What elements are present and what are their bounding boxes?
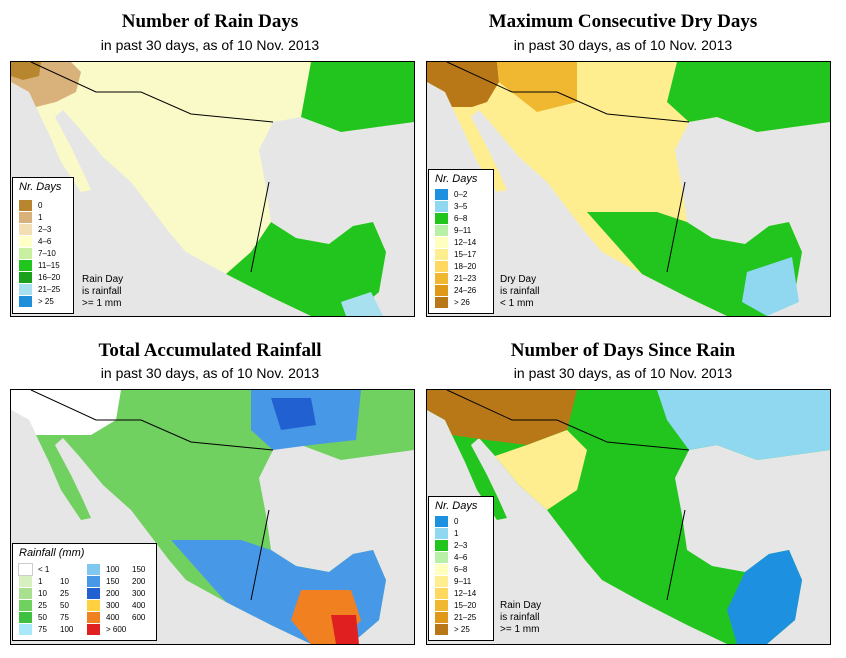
legend-entry: 50 75 bbox=[19, 612, 69, 623]
legend-entry: 12–14 bbox=[435, 588, 476, 599]
legend-entry: 0–2 bbox=[435, 189, 467, 200]
panel4-legend-title: Nr. Days bbox=[435, 500, 478, 512]
legend-entry: 21–23 bbox=[435, 273, 476, 284]
moderate-dry-region bbox=[495, 430, 587, 510]
very-dry-region bbox=[11, 390, 121, 435]
panel2-title: Maximum Consecutive Dry Days bbox=[488, 11, 758, 32]
panel3-legend-title: Rainfall (mm) bbox=[19, 547, 85, 559]
legend-entry: 400 600 bbox=[87, 612, 145, 623]
legend-entry: 2–3 bbox=[435, 540, 467, 551]
legend-entry: 3–5 bbox=[435, 201, 467, 212]
legend-entry: 21–25 bbox=[435, 612, 476, 623]
legend-entry: 2–3 bbox=[19, 224, 51, 235]
legend-entry: < 1 bbox=[18, 563, 60, 576]
legend-entry: 6–8 bbox=[435, 564, 467, 575]
panel2-legend: Nr. Days 0–2 3–5 6–8 9–11 12–14 15–17 18… bbox=[428, 169, 494, 314]
legend-entry: 4–6 bbox=[435, 552, 467, 563]
very-wet-region bbox=[341, 292, 383, 316]
wet-region-north bbox=[301, 62, 414, 132]
legend-entry: 11–15 bbox=[19, 260, 60, 271]
very-wet-region-north bbox=[271, 398, 316, 430]
legend-entry: > 25 bbox=[435, 624, 470, 635]
legend-entry: 300 400 bbox=[87, 600, 145, 611]
legend-entry: 100 150 bbox=[87, 564, 145, 575]
legend-entry: > 26 bbox=[435, 297, 470, 308]
recent-rain-region-south bbox=[727, 550, 802, 644]
panel2-legend-title: Nr. Days bbox=[435, 173, 478, 185]
legend-entry: 75 100 bbox=[19, 624, 73, 635]
country-border bbox=[446, 62, 690, 273]
legend-entry: 0 bbox=[435, 516, 458, 527]
legend-entry: 1 10 bbox=[19, 576, 69, 587]
legend-entry: 4–6 bbox=[19, 236, 51, 247]
driest-region bbox=[11, 62, 41, 80]
legend-entry: > 600 bbox=[87, 624, 132, 635]
panel1-legend: Nr. Days 0 1 2–3 4–6 7–10 11–15 16–20 21… bbox=[12, 177, 74, 314]
legend-entry: 1 bbox=[435, 528, 458, 539]
panel1-map bbox=[10, 61, 415, 317]
panel1-title: Number of Rain Days bbox=[121, 11, 299, 32]
panel2-map bbox=[426, 61, 831, 317]
legend-entry: 16–20 bbox=[19, 272, 60, 283]
legend-entry: 12–14 bbox=[435, 237, 476, 248]
panel4-legend: Nr. Days 0 1 2–3 4–6 6–8 9–11 12–14 15–2… bbox=[428, 496, 494, 641]
short-dry-region bbox=[742, 257, 799, 316]
legend-entry: 9–11 bbox=[435, 576, 471, 587]
panel4-note: Rain Day is rainfall >= 1 mm bbox=[500, 600, 542, 635]
legend-entry: 9–11 bbox=[435, 225, 471, 236]
panel4-map bbox=[426, 389, 831, 645]
legend-entry: 24–26 bbox=[435, 285, 476, 296]
legend-entry: 0 bbox=[19, 200, 42, 211]
legend-entry: 18–20 bbox=[435, 261, 476, 272]
panel2-note: Dry Day is rainfall < 1 mm bbox=[500, 274, 540, 309]
legend-entry: 21–25 bbox=[19, 284, 60, 295]
panel4-title: Number of Days Since Rain bbox=[510, 340, 736, 361]
panel3-subtitle: in past 30 days, as of 10 Nov. 2013 bbox=[100, 365, 320, 381]
legend-entry: 15–17 bbox=[435, 249, 476, 260]
legend-entry: 6–8 bbox=[435, 213, 467, 224]
panel3-legend: Rainfall (mm) < 1 1 10 10 25 25 50 50 75 75 1… bbox=[12, 543, 157, 641]
country-border bbox=[30, 62, 274, 273]
legend-entry: 15–20 bbox=[435, 600, 476, 611]
recent-rain-region-north bbox=[657, 390, 830, 460]
legend-entry: 200 300 bbox=[87, 588, 145, 599]
panel3-map bbox=[10, 389, 415, 645]
panel1-legend-title: Nr. Days bbox=[19, 181, 62, 193]
dry-region bbox=[497, 62, 577, 112]
panel2-subtitle: in past 30 days, as of 10 Nov. 2013 bbox=[513, 37, 733, 53]
panel1-subtitle: in past 30 days, as of 10 Nov. 2013 bbox=[100, 37, 320, 53]
driest-region bbox=[427, 62, 499, 107]
panel1-note: Rain Day is rainfall >= 1 mm bbox=[82, 274, 124, 309]
legend-entry: 7–10 bbox=[19, 248, 56, 259]
legend-entry: 25 50 bbox=[19, 600, 69, 611]
long-dry-region bbox=[427, 390, 577, 445]
wet-region-south bbox=[226, 222, 386, 316]
panel4-subtitle: in past 30 days, as of 10 Nov. 2013 bbox=[513, 365, 733, 381]
legend-entry: 1 bbox=[19, 212, 42, 223]
legend-entry: 150 200 bbox=[87, 576, 145, 587]
legend-entry: > 25 bbox=[19, 296, 54, 307]
country-border bbox=[30, 390, 274, 601]
panel3-title: Total Accumulated Rainfall bbox=[98, 340, 322, 361]
extreme-rain-region bbox=[331, 615, 359, 644]
legend-entry: 10 25 bbox=[19, 588, 69, 599]
country-border bbox=[446, 390, 690, 601]
wet-region-north bbox=[667, 62, 830, 132]
